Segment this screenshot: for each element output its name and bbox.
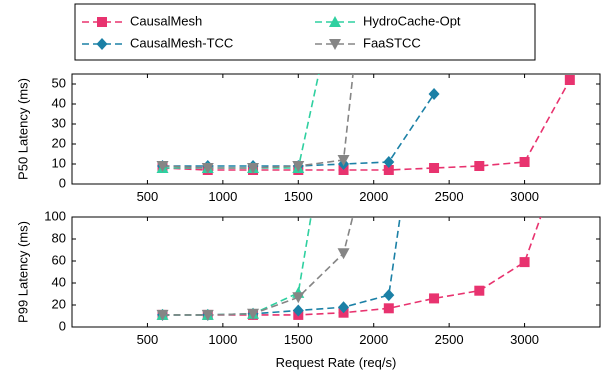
y-tick-label: 30 <box>52 115 66 130</box>
series-causalmesh-tcc <box>157 88 440 172</box>
series-line-faastcc <box>162 74 354 169</box>
x-tick-label: 1500 <box>284 332 313 347</box>
data-point-faastcc <box>247 308 260 320</box>
legend-marker <box>329 39 341 50</box>
series-causalmesh-tcc <box>157 217 401 321</box>
series-hydrocache-opt <box>156 217 312 320</box>
data-point-causalmesh <box>519 157 530 167</box>
legend-item-causalmesh-tcc: CausalMesh-TCC <box>82 35 233 50</box>
data-point-causalmesh <box>519 257 530 268</box>
y-tick-label: 100 <box>44 208 66 223</box>
data-point-faastcc <box>156 309 169 321</box>
p50-panel: 500 1000 1500 2000 2500 3000 0 10 20 30 40 50 P50 L… <box>15 73 601 204</box>
data-point-causalmesh-tcc <box>338 301 350 314</box>
p99-panel: 500 1000 1500 2000 2500 3000 0 20 40 60 80 100 P99 … <box>15 208 601 370</box>
y-tick-label: 20 <box>52 296 66 311</box>
x-tick-label: 500 <box>137 189 159 204</box>
y-axis-label: P99 Latency (ms) <box>15 221 30 323</box>
x-tick-label: 2000 <box>359 189 388 204</box>
plot-frame <box>71 73 601 185</box>
series-line-faastcc <box>162 217 354 316</box>
y-tick-label: 10 <box>52 155 66 170</box>
data-point-causalmesh <box>429 163 440 173</box>
series-line-hydrocache-opt <box>162 217 312 316</box>
data-point-faastcc <box>337 155 350 166</box>
y-tick-label: 50 <box>52 75 66 90</box>
legend-item-hydrocache-opt: HydroCache-Opt <box>315 13 461 28</box>
x-tick-label: 1000 <box>208 332 237 347</box>
y-tick-label: 60 <box>52 252 66 267</box>
data-point-faastcc <box>156 161 169 172</box>
x-tick-label: 1000 <box>208 189 237 204</box>
series-causalmesh <box>157 75 575 175</box>
data-point-faastcc <box>292 292 305 304</box>
y-tick-label: 0 <box>59 175 66 190</box>
series-line-causalmesh <box>162 79 571 171</box>
data-point-causalmesh-tcc <box>292 304 304 317</box>
x-tick-label: 3000 <box>510 332 539 347</box>
y-axis-label: P50 Latency (ms) <box>15 78 30 180</box>
data-point-faastcc <box>201 163 214 174</box>
data-point-causalmesh <box>474 161 485 171</box>
x-tick-label: 3000 <box>510 189 539 204</box>
x-tick-label: 1500 <box>284 189 313 204</box>
data-point-faastcc <box>337 248 350 260</box>
legend-marker <box>96 38 108 50</box>
series-line-hydrocache-opt <box>162 74 320 169</box>
y-tick-label: 40 <box>52 95 66 110</box>
x-tick-label: 2500 <box>435 332 464 347</box>
series-faastcc <box>156 217 354 321</box>
series-line-causalmesh <box>162 217 542 316</box>
series-faastcc <box>156 74 354 174</box>
series-line-causalmesh-tcc <box>162 217 401 316</box>
y-tick-label: 80 <box>52 230 66 245</box>
legend-label: FaaSTCC <box>363 35 421 50</box>
data-point-faastcc <box>247 163 260 174</box>
legend: CausalMesh HydroCache-Opt CausalMesh-TCC… <box>74 3 536 61</box>
series-line-causalmesh-tcc <box>162 93 435 167</box>
x-tick-label: 500 <box>137 332 159 347</box>
x-axis-label: Request Rate (req/s) <box>276 355 397 370</box>
data-point-causalmesh <box>383 303 394 314</box>
legend-marker <box>97 17 107 27</box>
plot-frame <box>71 216 601 328</box>
legend-item-faastcc: FaaSTCC <box>315 35 421 50</box>
legend-label: HydroCache-Opt <box>363 13 461 28</box>
data-point-causalmesh <box>474 285 485 296</box>
y-tick-label: 20 <box>52 135 66 150</box>
data-point-causalmesh-tcc <box>383 289 395 302</box>
legend-item-causalmesh: CausalMesh <box>82 13 202 28</box>
series-hydrocache-opt <box>156 74 320 173</box>
legend-label: CausalMesh <box>130 13 202 28</box>
data-point-causalmesh-tcc <box>428 88 440 100</box>
data-point-causalmesh <box>564 75 575 85</box>
y-tick-label: 0 <box>59 318 66 333</box>
data-point-causalmesh-tcc <box>383 156 395 168</box>
data-point-causalmesh <box>383 165 394 175</box>
legend-label: CausalMesh-TCC <box>130 35 233 50</box>
data-point-faastcc <box>292 161 305 172</box>
legend-box <box>74 3 536 61</box>
legend-marker <box>329 16 341 27</box>
y-tick-label: 40 <box>52 274 66 289</box>
data-point-faastcc <box>201 309 214 321</box>
series-causalmesh <box>157 217 542 320</box>
x-tick-label: 2000 <box>359 332 388 347</box>
data-point-causalmesh <box>429 293 440 304</box>
x-tick-label: 2500 <box>435 189 464 204</box>
